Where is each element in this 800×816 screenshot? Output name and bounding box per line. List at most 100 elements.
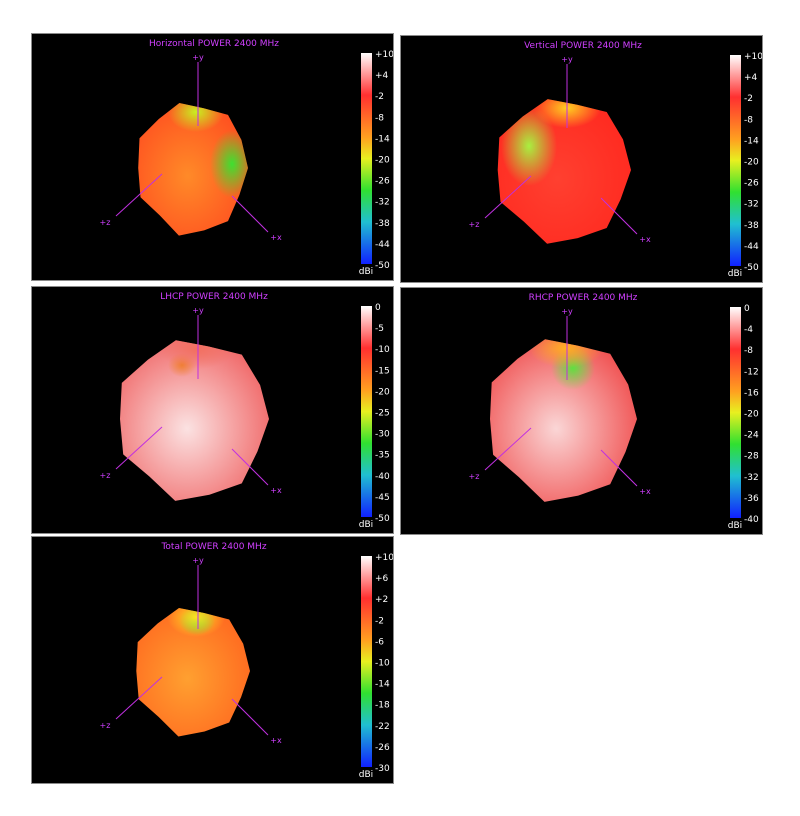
scale-label: -5	[375, 324, 384, 334]
axis-label: +x	[639, 487, 651, 496]
scale-label: +2	[375, 595, 388, 605]
pattern-shading	[159, 340, 235, 377]
axis-label: +y	[192, 53, 204, 62]
scale-label: -32	[744, 200, 759, 210]
pattern-view: Horizontal POWER 2400 MHz +y +z +x +10 +4 -2 -8…	[100, 39, 393, 277]
scale-unit: dBi	[359, 267, 373, 277]
scale-label: -14	[744, 136, 759, 146]
axis-line	[484, 175, 532, 219]
axis-line	[600, 449, 638, 487]
color-bar	[730, 307, 741, 518]
scale-label: -18	[375, 701, 390, 711]
scale-label: -50	[744, 263, 759, 273]
pattern-top	[528, 339, 604, 368]
scale-label: +6	[375, 574, 389, 584]
scale-label: -22	[375, 722, 390, 732]
scale-label: -32	[744, 473, 759, 483]
scale-label: -8	[744, 115, 753, 125]
scale-label: -35	[375, 451, 390, 461]
scale-label: -36	[744, 494, 759, 504]
pattern-patch	[501, 106, 557, 186]
pattern-view: LHCP POWER 2400 MHz +y +z +x 0 -5 -10 -15 -20 -25…	[100, 292, 390, 530]
pattern-shading	[167, 608, 225, 637]
scale-label: -12	[744, 367, 759, 377]
scale-label: -20	[375, 387, 390, 397]
scale-label: -15	[375, 366, 390, 376]
axis-line	[231, 195, 269, 233]
scale-label: -26	[375, 177, 390, 187]
pattern-view: RHCP POWER 2400 MHz +y +z +x 0 -4 -8 -12 -16 -20 -…	[469, 293, 759, 531]
pattern-top	[167, 608, 225, 637]
scale-label: -45	[375, 493, 390, 503]
scale-label: -24	[744, 431, 759, 441]
color-bar	[361, 306, 372, 517]
radiation-pattern	[136, 608, 250, 737]
scale-label: -8	[744, 346, 753, 356]
scale-label: -30	[375, 430, 390, 440]
axis-label: +z	[100, 721, 111, 730]
scale-label: -40	[375, 472, 390, 482]
axis-label: +x	[639, 235, 651, 244]
pattern-patch	[210, 130, 248, 198]
scale-unit: dBi	[728, 269, 742, 279]
axis-label: +y	[192, 306, 204, 315]
scale-label: -2	[375, 616, 384, 626]
axis-label: +z	[100, 471, 111, 480]
scale-label: -50	[375, 261, 390, 271]
pattern-shading	[528, 339, 604, 390]
scale-label: -16	[744, 388, 759, 398]
axis-label: +y	[561, 55, 573, 64]
axis-line	[231, 698, 269, 736]
axis-line	[484, 427, 532, 471]
pattern-panel: Horizontal POWER 2400 MHz +y +z +x +10 +4 -2 -8…	[31, 33, 394, 281]
scale-label: -32	[375, 198, 390, 208]
scale-label: -38	[375, 219, 390, 229]
scale-label: 0	[744, 304, 750, 314]
scale-label: -26	[744, 179, 759, 189]
radiation-pattern	[490, 339, 637, 502]
panel-title: Vertical POWER 2400 MHz	[524, 41, 642, 51]
axis-label: +y	[561, 307, 573, 316]
scale-label: -50	[375, 514, 390, 524]
scale-label: -20	[744, 410, 759, 420]
color-bar	[730, 55, 741, 266]
scale-label: +4	[744, 73, 758, 83]
pattern-view: Total POWER 2400 MHz +y +z +x +10 +6 +2 -2 -6 -10…	[100, 542, 393, 780]
scale-label: -20	[744, 158, 759, 168]
scale-label: -4	[744, 325, 753, 335]
scale-label: -26	[375, 743, 390, 753]
axis-line	[600, 197, 638, 235]
scale-label: -25	[375, 409, 390, 419]
axis-label: +x	[270, 736, 282, 745]
scale-label: +10	[744, 52, 762, 62]
panel-title: LHCP POWER 2400 MHz	[160, 292, 268, 302]
pattern-shading	[168, 103, 248, 198]
scale-unit: dBi	[728, 521, 742, 531]
axis-label: +x	[270, 233, 282, 242]
pattern-panel: Total POWER 2400 MHz +y +z +x +10 +6 +2 -2 -6 -10…	[31, 536, 394, 784]
scale-label: -6	[375, 637, 384, 647]
scale-label: -28	[744, 452, 759, 462]
scale-label: -14	[375, 134, 390, 144]
scale-label: -10	[375, 345, 390, 355]
scale-label: -8	[375, 113, 384, 123]
axis-line	[231, 448, 269, 486]
axis-label: +z	[100, 218, 111, 227]
scale-label: -40	[744, 515, 759, 525]
scale-label: 0	[375, 303, 381, 313]
scale-label: -38	[744, 221, 759, 231]
panel-title: Horizontal POWER 2400 MHz	[149, 39, 279, 49]
pattern-top	[168, 103, 224, 132]
pattern-panel: RHCP POWER 2400 MHz +y +z +x 0 -4 -8 -12 -16 -20 -…	[400, 287, 763, 535]
axis-label: +z	[469, 220, 480, 229]
scale-label: +4	[375, 71, 389, 81]
axis-label: +x	[270, 486, 282, 495]
axis-line	[115, 426, 163, 470]
axis-label: +z	[469, 472, 480, 481]
panel-title: RHCP POWER 2400 MHz	[529, 293, 638, 303]
scale-label: -20	[375, 156, 390, 166]
axis-line	[115, 676, 163, 720]
pattern-panel: Vertical POWER 2400 MHz +y +z +x +10 +4 -2 -8 -1…	[400, 35, 763, 283]
color-bar	[361, 556, 372, 767]
